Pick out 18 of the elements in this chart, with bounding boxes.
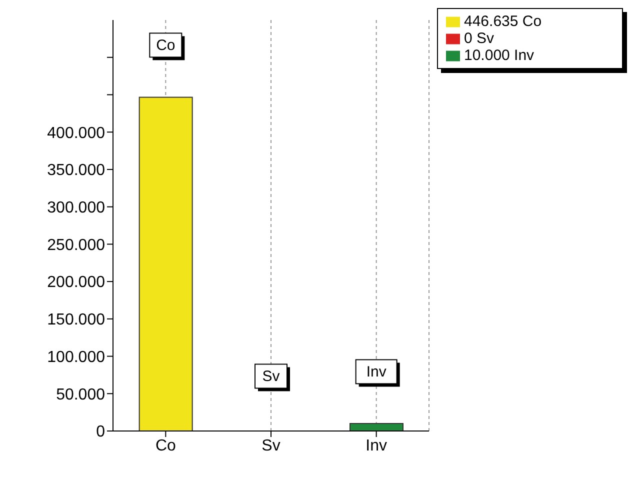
y-tick-label: 200.000: [47, 274, 106, 292]
y-tick-label: 400.000: [47, 124, 106, 142]
legend-label: 0 Sv: [464, 30, 494, 47]
y-tick-label: 0: [96, 424, 106, 441]
y-tick-label: 50.000: [56, 386, 106, 404]
annotation: Inv: [366, 364, 387, 381]
y-tick-label: 250.000: [47, 236, 106, 254]
y-tick-label: 300.000: [47, 200, 106, 216]
legend-label: 10.000 Inv: [464, 47, 534, 64]
legend-label: 446.635 Co: [464, 13, 542, 30]
x-tick-label: Inv: [366, 437, 388, 454]
y-tick-label: 350.000: [47, 162, 106, 180]
y-tick-label: 150.000: [47, 312, 106, 329]
annotation: Sv: [262, 368, 280, 386]
x-tick-label: Co: [155, 437, 176, 454]
x-tick-label: Sv: [262, 437, 280, 454]
annotation: Co: [156, 37, 176, 54]
y-tick-label: 100.000: [47, 348, 106, 366]
